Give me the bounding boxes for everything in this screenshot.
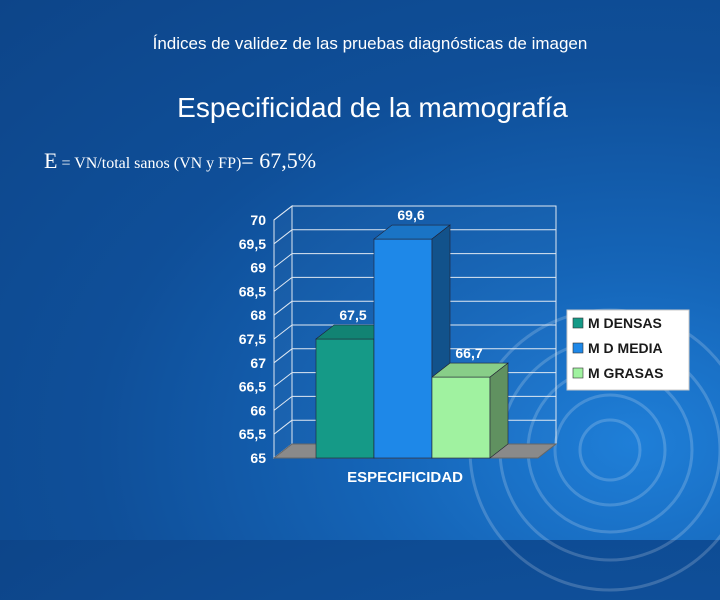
data-label: 66,7 [455, 345, 482, 361]
y-tick-label: 65 [250, 450, 266, 466]
slide-title: Especificidad de la mamografía [177, 92, 568, 123]
y-tick-label: 68 [250, 307, 266, 323]
grid-line-side [273, 348, 293, 364]
grid-line-side [273, 253, 293, 268]
grid-line-side [273, 372, 293, 387]
bar-chart: 70 69,5 69 68,5 68 67,5 67 66,5 66 65,5 65 67,5 69,… [239, 204, 690, 486]
y-tick-label: 66 [250, 402, 266, 418]
grid-line-side [273, 419, 293, 435]
legend-label: M D MEDIA [588, 340, 663, 356]
formula-definition: = VN/total sanos (VN y FP) [57, 155, 242, 172]
data-labels: 67,5 69,6 66,7 [339, 207, 482, 361]
data-label: 67,5 [339, 307, 366, 323]
grid-line-side [273, 396, 293, 411]
y-tick-label: 66,5 [239, 379, 266, 395]
legend-box [566, 309, 690, 391]
grid-line-side [273, 205, 293, 221]
header-text: Índices de validez de las pruebas diagnó… [152, 34, 588, 53]
grid-line-side [273, 277, 293, 292]
grid-line-side [273, 229, 293, 245]
formula: E = VN/total sanos (VN y FP)= 67,5% [44, 148, 316, 174]
y-tick-label: 68,5 [239, 283, 266, 299]
grid-line-side [273, 324, 293, 340]
data-label: 69,6 [397, 207, 424, 223]
legend: M DENSAS M D MEDIA M GRASAS [566, 309, 690, 391]
y-tick-label: 70 [250, 212, 266, 228]
legend-swatch [572, 342, 584, 354]
grid-line-side [273, 300, 293, 316]
legend-swatch [572, 367, 584, 379]
bar-front [373, 238, 433, 459]
y-tick-label: 67 [250, 355, 266, 371]
bars [315, 224, 509, 459]
y-axis-ticks: 70 69,5 69 68,5 68 67,5 67 66,5 66 65,5 65 [239, 212, 266, 466]
bar-m-grasas [431, 362, 509, 459]
y-tick-label: 65,5 [239, 426, 266, 442]
legend-label: M DENSAS [588, 315, 662, 331]
bar-front [431, 376, 491, 459]
y-tick-label: 67,5 [239, 331, 266, 347]
bar-side [489, 362, 509, 459]
legend-swatch [572, 317, 584, 329]
y-tick-label: 69 [250, 260, 266, 276]
formula-result: = 67,5% [241, 148, 317, 173]
x-axis-label: ESPECIFICIDAD [347, 469, 463, 486]
y-tick-label: 69,5 [239, 236, 266, 252]
bar-front [315, 338, 375, 459]
legend-label: M GRASAS [588, 365, 663, 381]
formula-letter: E [44, 148, 58, 173]
